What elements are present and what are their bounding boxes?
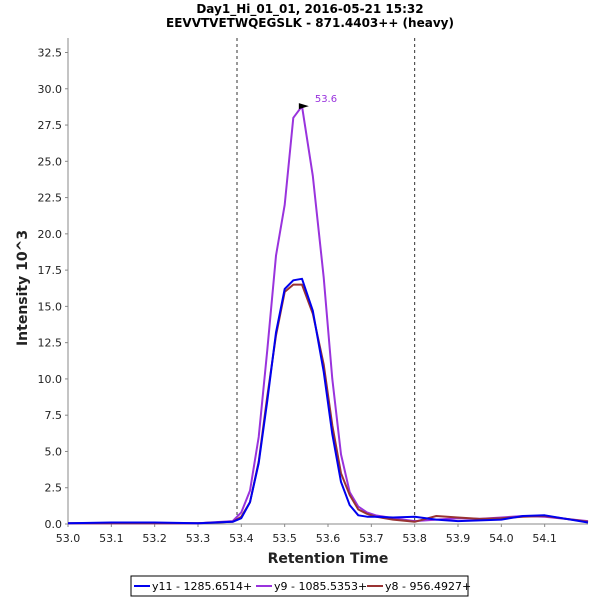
x-tick-label: 53.9 [446,532,471,545]
y-tick-label: 2.5 [45,482,63,495]
y-tick-label: 32.5 [38,47,63,60]
series-lines [67,105,589,525]
y-tick-label: 5.0 [45,445,63,458]
plot-area [68,38,588,524]
legend-label-y11: y11 - 1285.6514+ [152,580,252,593]
x-tick-label: 53.6 [316,532,341,545]
chart-subtitle: EEVVTVETWQEGSLK - 871.4403++ (heavy) [166,16,454,30]
legend-label-y8: y8 - 956.4927+ [385,580,471,593]
y-tick-label: 27.5 [38,119,63,132]
y-tick-label: 30.0 [38,83,63,96]
peak-label: 53.6 [315,94,337,105]
legend: y11 - 1285.6514+ y9 - 1085.5353+ y8 - 95… [130,575,471,597]
x-tick-label: 54.0 [489,532,514,545]
y-tick-label: 10.0 [38,373,63,386]
y-tick-label: 20.0 [38,228,63,241]
x-tick-label: 53.1 [99,532,124,545]
chart-title: Day1_Hi_01_01, 2016-05-21 15:32 [196,2,423,17]
x-tick-label: 53.4 [229,532,254,545]
x-tick-label: 53.0 [56,532,81,545]
x-tick-label: 53.8 [402,532,427,545]
y-axis-title: Intensity 10^3 [15,230,31,346]
x-tick-label: 53.3 [186,532,211,545]
peak-boundaries [236,38,416,524]
y-tick-label: 12.5 [38,337,63,350]
y-tick-label: 22.5 [38,192,63,205]
series-line-y8 [68,283,589,525]
x-axis-title: Retention Time [268,551,389,567]
y-tick-label: 25.0 [38,155,63,168]
peak-arrow [298,103,309,110]
peak-annotation: 53.6 [298,94,337,110]
x-tick-label: 53.5 [272,532,297,545]
series-line-y11 [67,277,589,525]
plot-background [68,38,588,524]
legend-label-y9: y9 - 1085.5353+ [274,580,367,593]
x-tick-label: 53.2 [142,532,167,545]
x-tick-label: 54.1 [532,532,557,545]
tick-labels: 0.0 2.5 5.0 7.5 10.0 12.5 15.0 17.5 20.0 22.5 25.0… [38,47,557,545]
y-tick-label: 0.0 [45,518,63,531]
y-tick-label: 17.5 [38,264,63,277]
legend-box [130,575,469,597]
y-tick-label: 7.5 [45,409,63,422]
y-tick-label: 15.0 [38,300,63,313]
x-tick-label: 53.7 [359,532,384,545]
